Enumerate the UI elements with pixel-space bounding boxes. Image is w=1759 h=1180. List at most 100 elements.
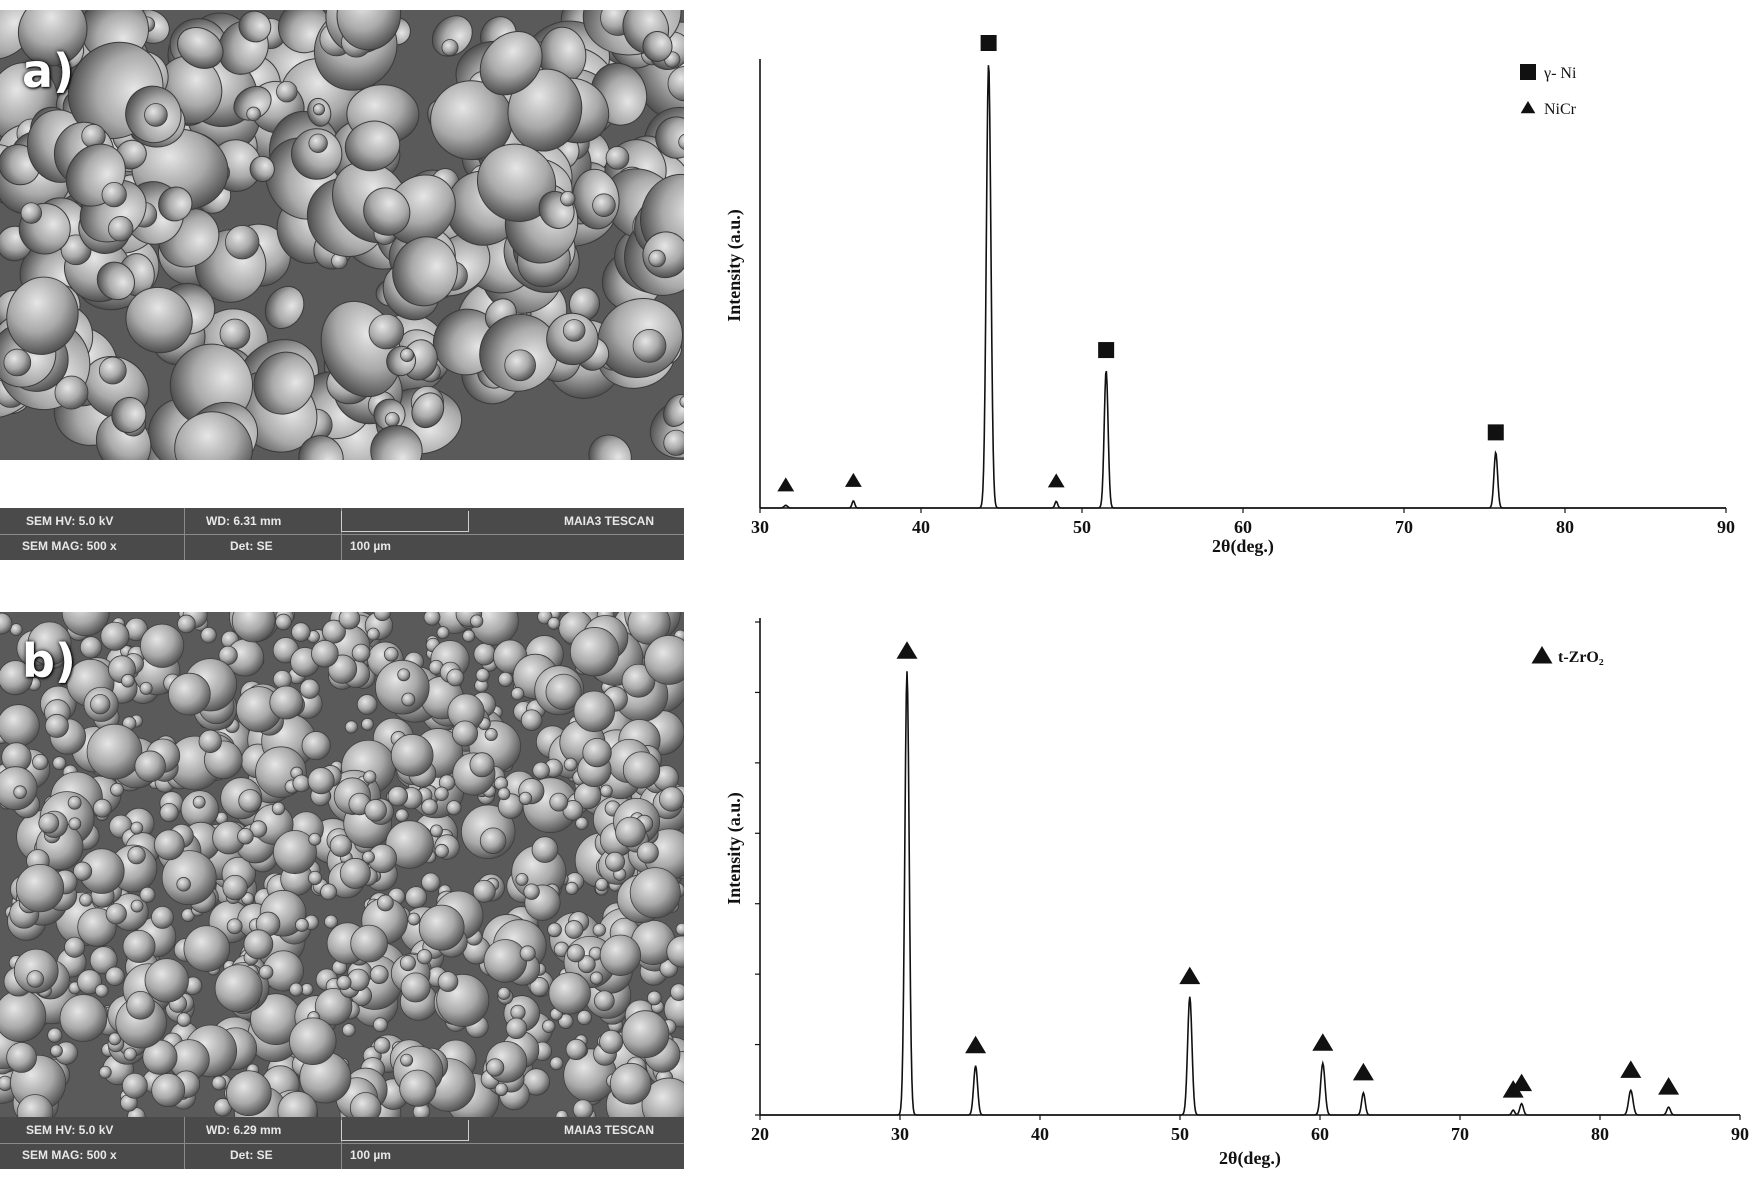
sem-particle <box>437 971 459 992</box>
sem-particle <box>434 843 449 859</box>
peak-marker-square <box>1487 424 1504 441</box>
sem-particle <box>314 987 353 1026</box>
sem-particle <box>605 851 626 872</box>
sem-particle <box>32 753 49 771</box>
x-tick-label: 40 <box>1031 1124 1049 1144</box>
sem-particle <box>497 787 511 801</box>
sem-particle <box>111 396 147 434</box>
sem-particle <box>338 612 361 630</box>
sem-particle <box>369 965 389 984</box>
sem-particle <box>13 785 27 799</box>
sem-particle <box>399 1069 437 1107</box>
sem-particle <box>523 883 540 900</box>
peak-marker-triangle <box>777 477 795 492</box>
sem-particle <box>344 120 401 172</box>
sem-particle <box>383 646 399 662</box>
sem-particle <box>96 261 136 301</box>
sem-particle <box>370 424 423 460</box>
sem-particle <box>121 1072 148 1099</box>
sem-particle <box>446 668 465 687</box>
sem-particle <box>52 756 67 771</box>
sem-wd-a: WD: 6.31 mm <box>206 514 282 528</box>
sem-particle <box>375 659 430 715</box>
sem-particle <box>307 767 335 795</box>
sem-particle <box>472 879 496 903</box>
sem-particle <box>134 750 166 782</box>
sem-particle <box>399 955 416 972</box>
sem-particle <box>336 975 352 991</box>
sem-particle <box>351 643 371 663</box>
sem-mag-b: SEM MAG: 500 x <box>22 1148 117 1162</box>
x-tick-label: 50 <box>1171 1124 1189 1144</box>
sem-particle <box>621 1010 670 1059</box>
sem-particle <box>436 626 450 640</box>
sem-particle <box>545 673 582 710</box>
sem-particle <box>68 817 82 831</box>
sem-particle <box>484 728 498 742</box>
x-tick-label: 30 <box>891 1124 909 1144</box>
sem-particle <box>90 694 111 715</box>
sem-particle <box>67 795 82 810</box>
peak-marker-triangle <box>1179 966 1201 985</box>
sem-particle <box>636 841 659 864</box>
sem-particle <box>621 663 656 698</box>
x-tick-label: 90 <box>1717 517 1735 537</box>
sem-particle <box>324 914 339 929</box>
sem-particle <box>61 612 110 637</box>
sem-particle <box>329 834 353 857</box>
peak-marker-triangle <box>896 641 918 659</box>
sem-particle <box>0 660 33 696</box>
sem-particle <box>655 116 684 159</box>
sem-particle <box>320 883 338 901</box>
sem-particle <box>151 1073 186 1108</box>
sem-particle <box>139 681 153 695</box>
sem-brand-a: MAIA3 TESCAN <box>564 514 655 528</box>
sem-particle <box>59 994 108 1042</box>
sem-particle <box>520 709 543 731</box>
sem-particle <box>108 1032 122 1046</box>
sem-particle <box>418 904 465 951</box>
sem-particle <box>320 300 405 398</box>
sem-particle <box>588 434 632 460</box>
sem-particle <box>294 918 309 932</box>
xrd-pattern-line <box>760 671 1740 1116</box>
sem-particle <box>79 893 93 907</box>
sem-particle <box>497 986 511 1000</box>
sem-particle <box>675 922 684 936</box>
sem-particle <box>174 411 253 460</box>
sem-particle <box>222 874 248 901</box>
sem-particle <box>275 613 292 631</box>
sem-particle <box>451 720 478 747</box>
sem-particle <box>622 751 661 789</box>
sem-particle <box>363 770 377 784</box>
sem-particle <box>494 1082 508 1097</box>
x-tick-label: 20 <box>751 1124 769 1144</box>
sem-particle <box>421 798 438 816</box>
sem-particle <box>372 1017 388 1033</box>
sem-particle <box>161 850 217 906</box>
sem-particle <box>249 820 268 838</box>
sem-particle <box>158 186 193 222</box>
sem-particle <box>89 946 118 975</box>
sem-particle <box>400 1053 414 1067</box>
y-axis-label: Intensity (a.u.) <box>724 209 745 322</box>
panel-label-a: a) <box>22 44 75 98</box>
sem-particle <box>344 720 358 734</box>
sem-particle <box>505 1017 528 1040</box>
sem-particle <box>269 685 304 720</box>
sem-particle <box>397 668 411 682</box>
sem-particle <box>363 187 411 236</box>
sem-particle <box>291 128 343 180</box>
sem-particle <box>518 791 533 806</box>
sem-particle <box>515 872 529 886</box>
x-tick-label: 30 <box>751 517 769 537</box>
legend-label: NiCr <box>1544 101 1577 118</box>
sem-particle <box>390 733 434 777</box>
sem-particle <box>231 612 276 643</box>
sem-particle <box>646 990 662 1006</box>
x-tick-label: 70 <box>1395 517 1413 537</box>
y-axis-label: Intensity (a.u.) <box>724 792 745 905</box>
sem-particle <box>362 850 375 864</box>
